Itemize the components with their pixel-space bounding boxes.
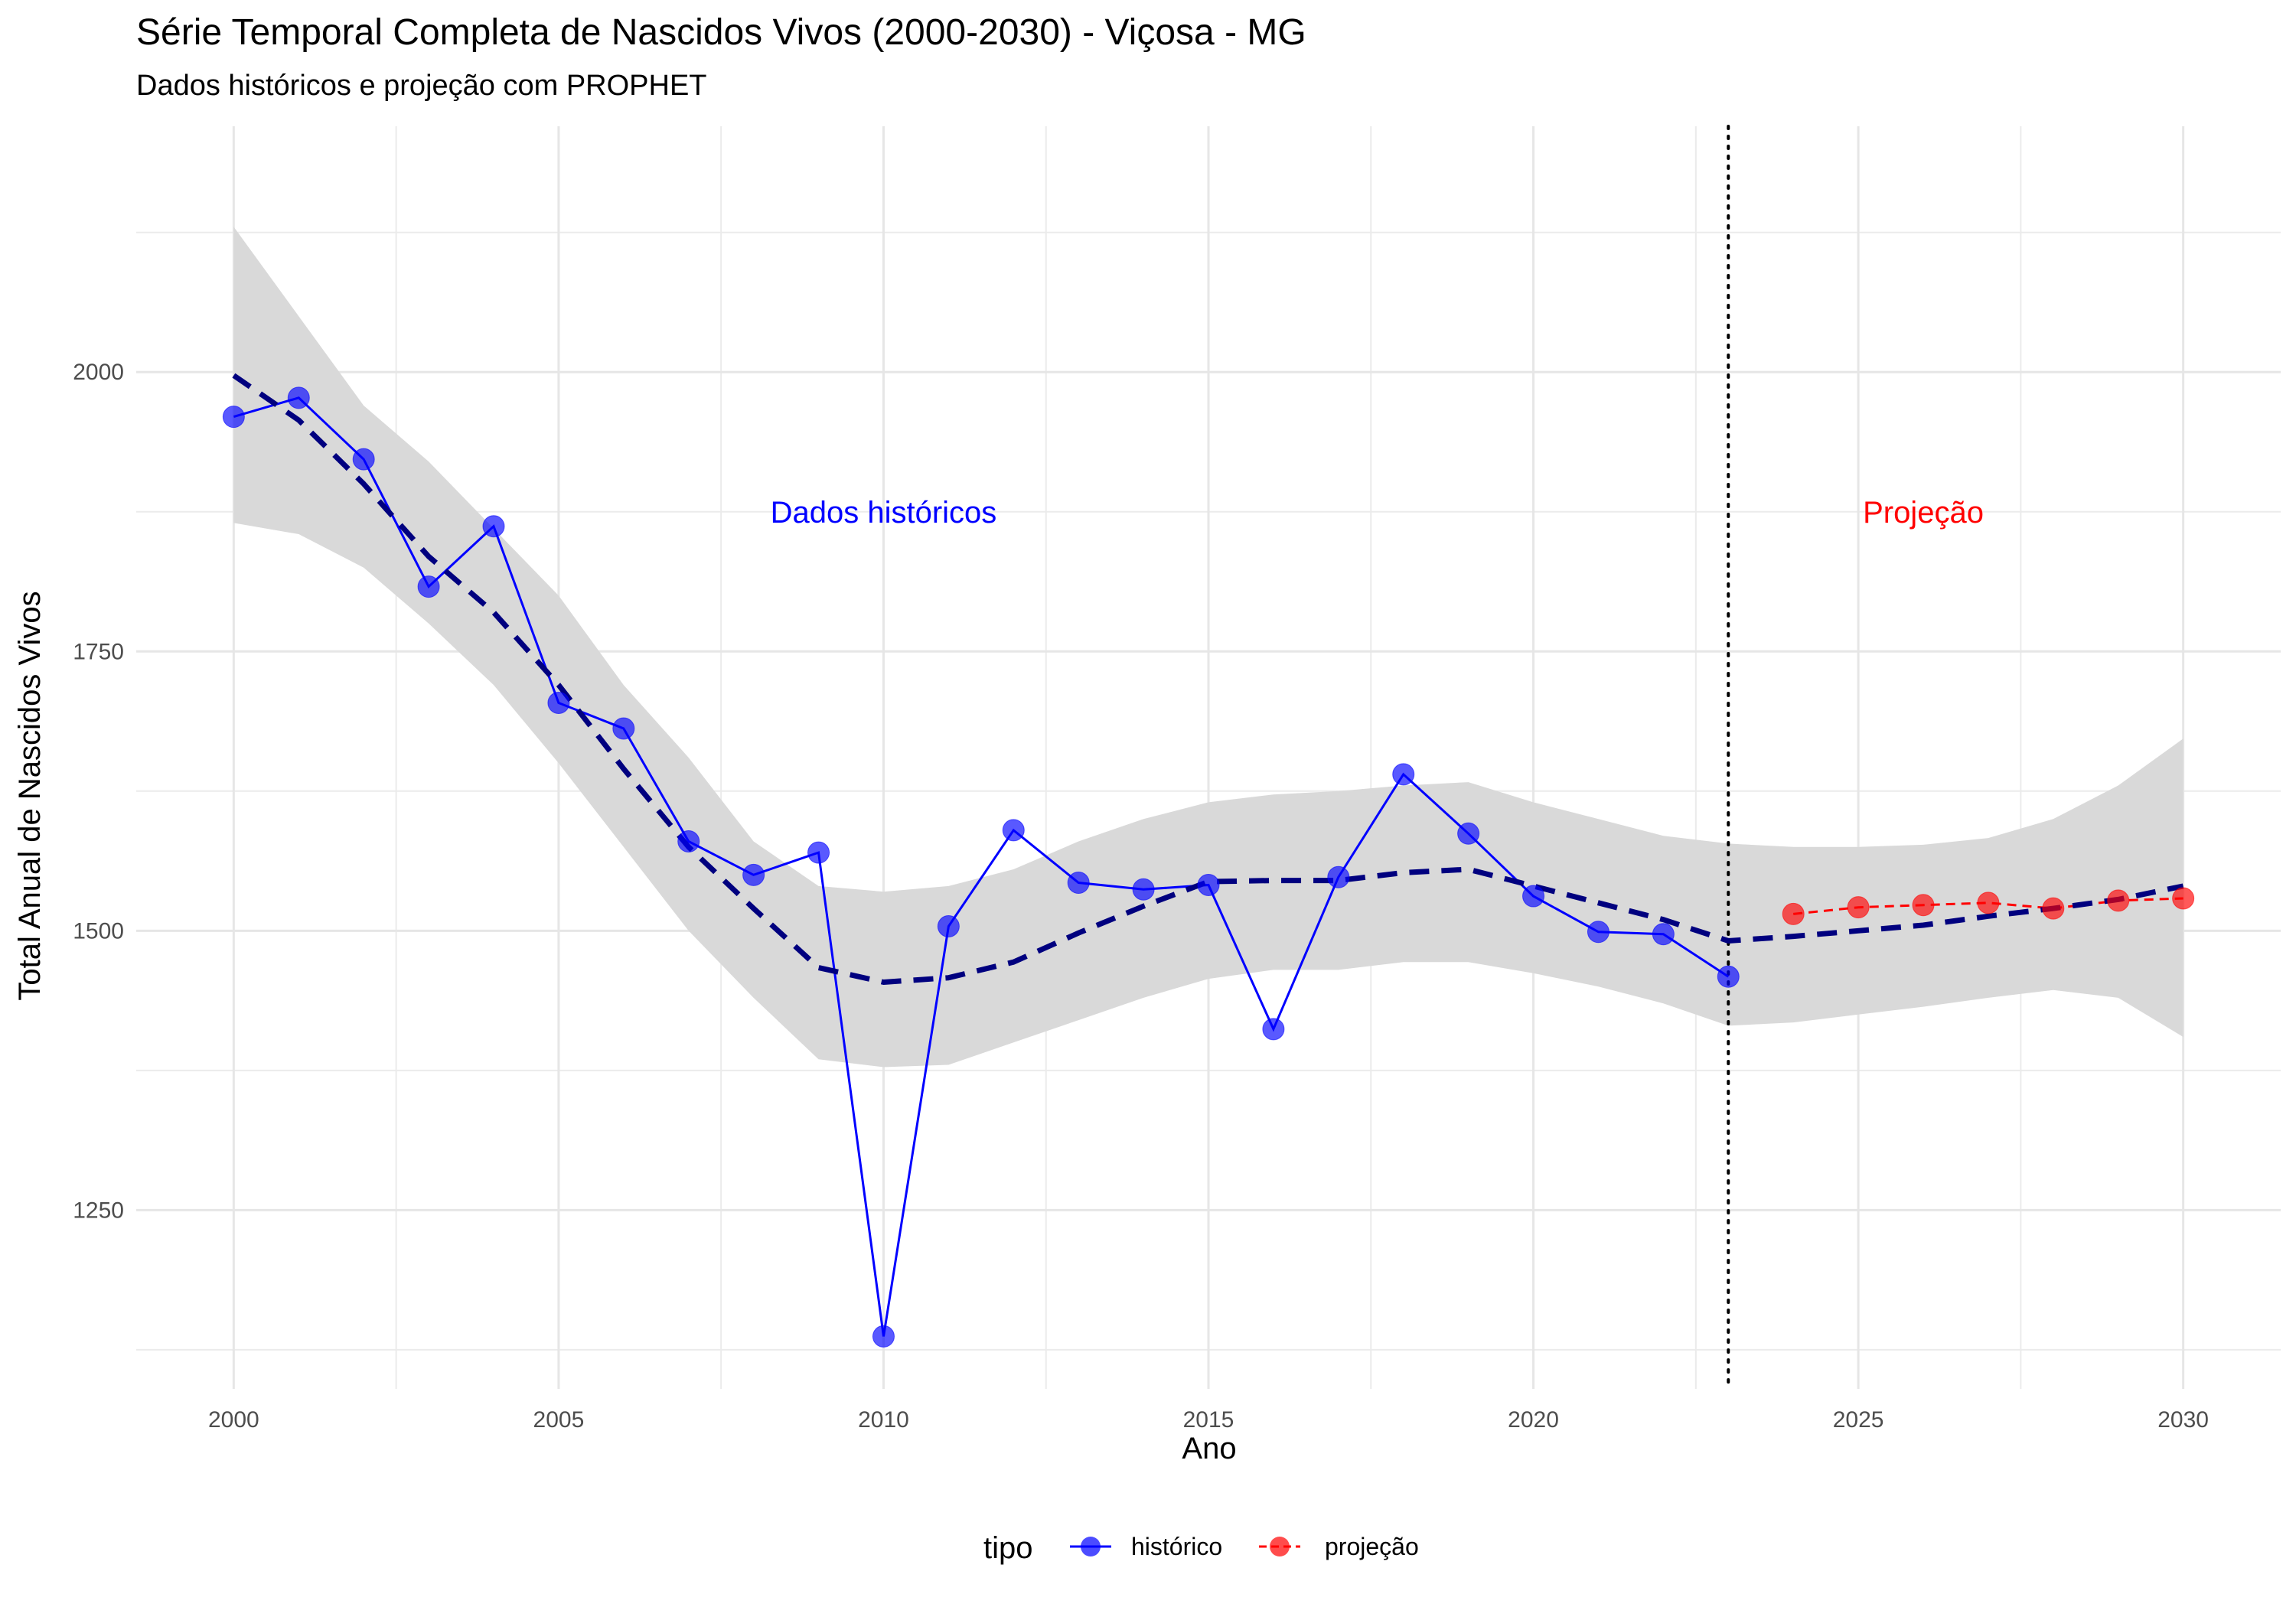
x-tick-label: 2025: [1833, 1407, 1884, 1433]
data-point-projecao: [2107, 889, 2130, 912]
data-point-historico: [482, 515, 505, 538]
trend-layer: [232, 373, 2184, 985]
data-point-historico: [1002, 819, 1025, 842]
x-tick-label: 2030: [2157, 1407, 2209, 1433]
x-axis-title: Ano: [1182, 1432, 1236, 1465]
data-point-historico: [1067, 872, 1090, 895]
y-tick-label: 1250: [73, 1198, 124, 1223]
chart-subtitle: Dados históricos e projeção com PROPHET: [136, 70, 707, 102]
legend-item-historico: histórico: [1070, 1533, 1222, 1560]
data-point-projecao: [1977, 892, 2000, 914]
data-point-historico: [222, 406, 245, 429]
legend-point-projecao: [1270, 1537, 1290, 1556]
x-tick-label: 2005: [533, 1407, 585, 1433]
data-point-historico: [417, 575, 440, 598]
data-point-historico: [1717, 965, 1740, 988]
legend-label-historico: histórico: [1131, 1533, 1222, 1560]
series-line-historico: [233, 396, 1730, 1337]
tick-labels: 2000 2005 2010 2015 2020 2025 2030 1250 1500 1750…: [73, 360, 2209, 1433]
data-point-historico: [1587, 921, 1609, 944]
annotation-projection: Projeção: [1863, 496, 1984, 530]
data-point-historico: [937, 914, 960, 937]
data-point-historico: [807, 841, 830, 864]
data-point-historico: [1197, 873, 1220, 896]
data-point-historico: [677, 830, 700, 853]
x-tick-label: 2000: [208, 1407, 259, 1433]
x-tick-label: 2010: [858, 1407, 909, 1433]
y-tick-label: 1750: [73, 639, 124, 664]
data-point-historico: [1457, 822, 1480, 845]
points-layer: [222, 386, 2195, 1348]
data-point-historico: [352, 448, 375, 471]
x-tick-label: 2015: [1183, 1407, 1234, 1433]
data-point-historico: [1522, 885, 1545, 908]
grid-lines: [136, 126, 2281, 1389]
x-tick-label: 2020: [1508, 1407, 1559, 1433]
data-point-historico: [287, 386, 310, 409]
y-tick-label: 2000: [73, 360, 124, 385]
data-point-historico: [612, 717, 635, 740]
data-point-historico: [1392, 763, 1415, 786]
trend-line: [232, 373, 2184, 985]
data-point-projecao: [2172, 887, 2195, 910]
data-point-historico: [872, 1325, 895, 1348]
data-point-historico: [1652, 923, 1675, 946]
y-tick-label: 1500: [73, 918, 124, 944]
legend-item-projecao: projeção: [1259, 1533, 1419, 1560]
data-point-historico: [547, 691, 570, 714]
data-point-projecao: [1912, 894, 1935, 917]
legend: tipo histórico projeção: [983, 1531, 1419, 1565]
data-point-projecao: [1782, 902, 1805, 925]
y-axis-title: Total Anual de Nascidos Vivos: [13, 591, 47, 1000]
legend-title: tipo: [983, 1531, 1033, 1565]
data-point-historico: [742, 863, 765, 886]
legend-label-projecao: projeção: [1325, 1533, 1419, 1560]
data-point-projecao: [2042, 897, 2065, 920]
data-point-historico: [1132, 878, 1155, 901]
chart-title: Série Temporal Completa de Nascidos Vivo…: [136, 12, 1306, 53]
annotation-historical: Dados históricos: [771, 496, 997, 530]
legend-point-historico: [1081, 1537, 1101, 1556]
data-point-projecao: [1847, 896, 1870, 919]
data-point-historico: [1262, 1018, 1285, 1041]
data-point-historico: [1327, 865, 1350, 888]
